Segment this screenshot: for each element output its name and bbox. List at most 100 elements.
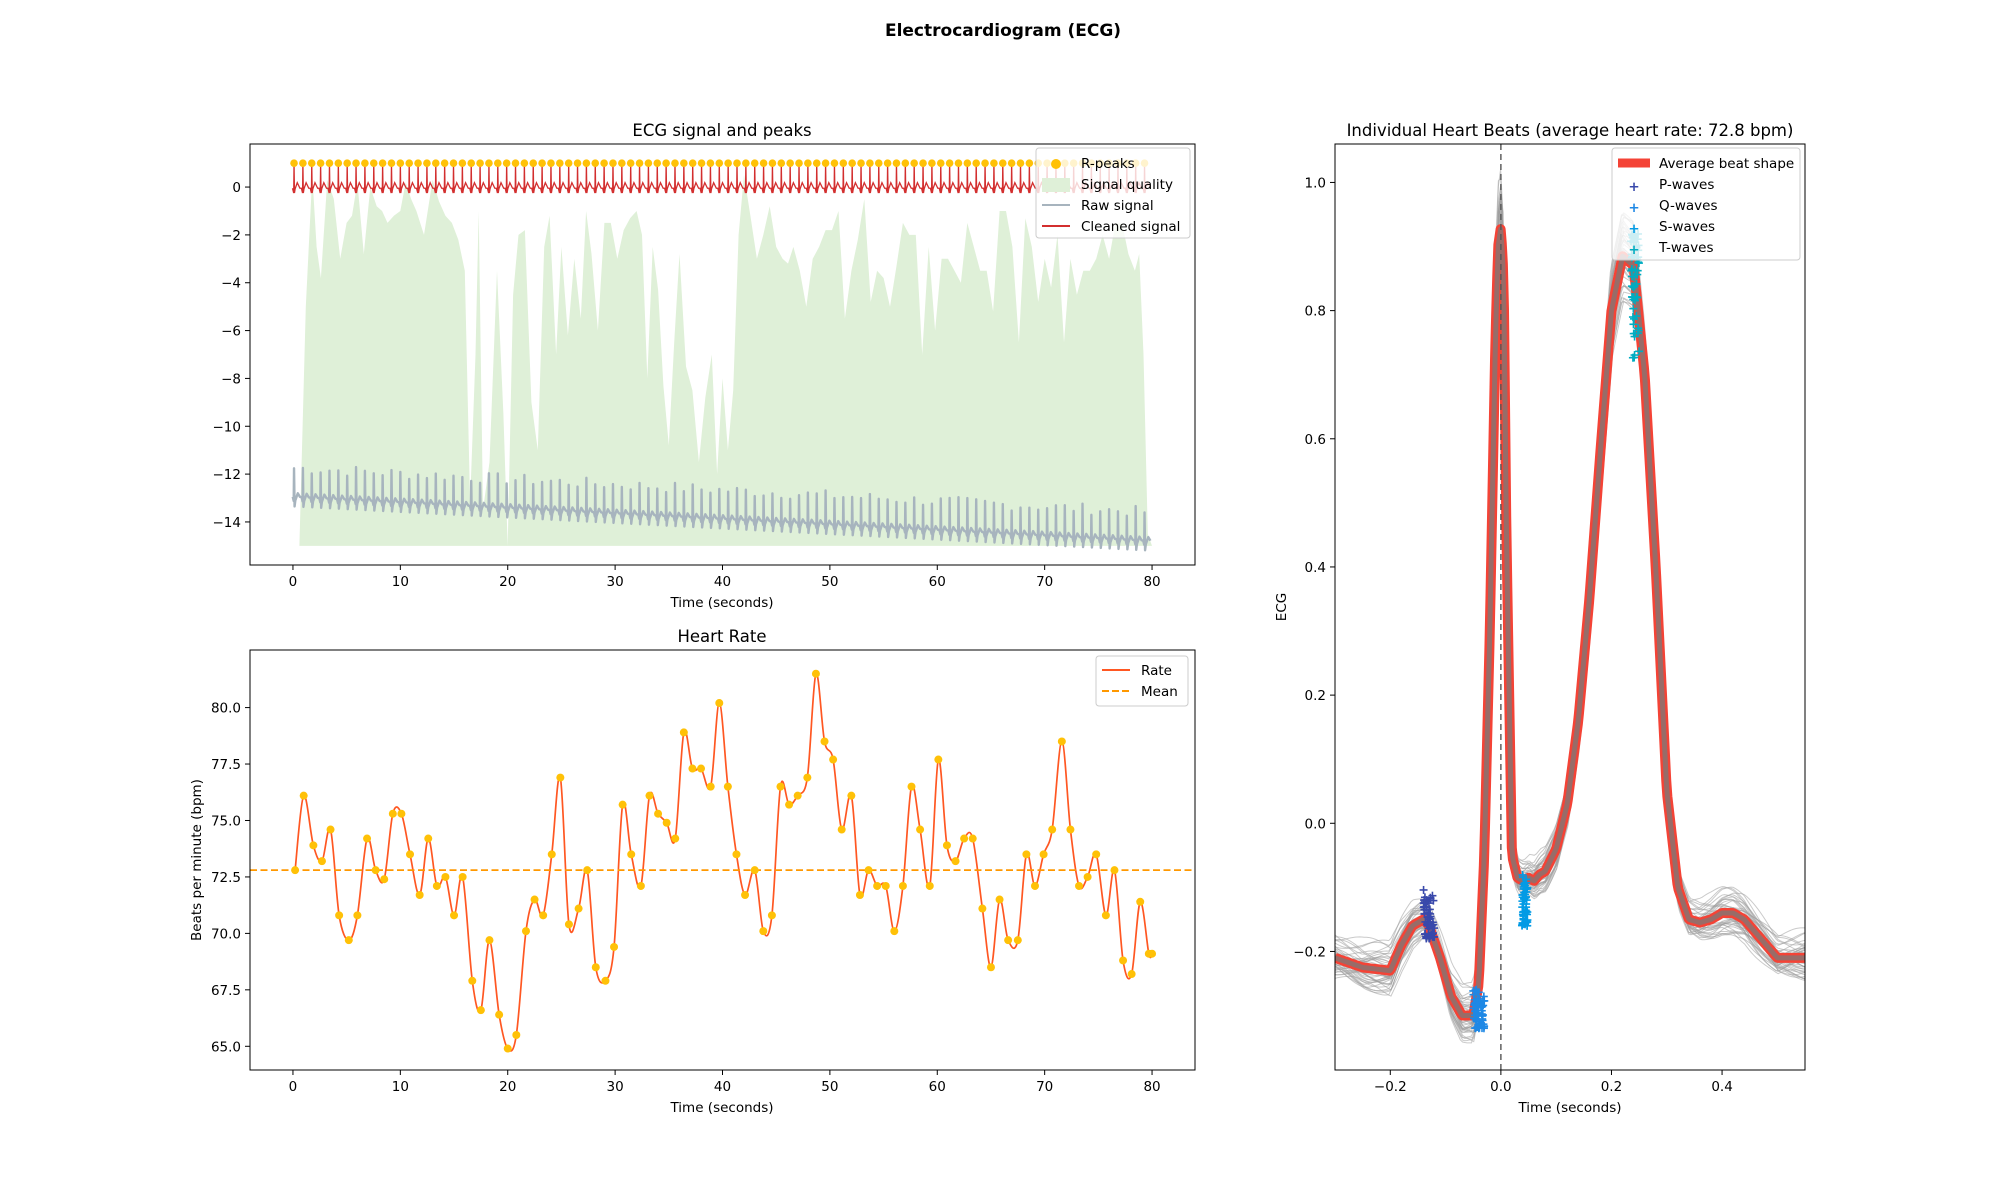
r-peak-marker: [697, 159, 706, 167]
heart-beats-ytick-label: 0.0: [1305, 816, 1326, 832]
r-peak-marker: [972, 159, 980, 167]
r-peak-marker: [485, 159, 493, 167]
r-peak-marker: [742, 159, 750, 167]
heart-beats-legend: Average beat shape + P-waves + Q-waves +…: [1611, 147, 1801, 261]
p-wave-marker: [1426, 894, 1435, 903]
r-peak-marker: [750, 159, 759, 167]
heart-rate-point: [934, 755, 943, 764]
r-peak-marker: [547, 159, 555, 167]
signal-quality-area: [292, 175, 1153, 546]
heart-rate-point: [723, 782, 732, 791]
t-wave-marker: [1630, 282, 1639, 291]
r-peak-marker: [582, 159, 591, 167]
individual-beat-line: [1335, 205, 1805, 1031]
q-wave-marker: [1469, 1004, 1478, 1013]
t-wave-marker: [1635, 347, 1644, 356]
ecg-signal-ytick-label: −10: [213, 419, 242, 435]
ecg-signal-xtick-label: 70: [1036, 574, 1053, 590]
legend-p-waves-label: P-waves: [1659, 177, 1714, 193]
heart-rate-point: [890, 927, 899, 936]
heart-rate-xlabel: Time (seconds): [669, 1100, 773, 1116]
heart-rate-ytick-label: 65.0: [211, 1039, 241, 1055]
r-peak-marker: [458, 159, 467, 167]
r-peak-marker: [449, 159, 458, 167]
legend-p-waves-marker-icon: +: [1628, 179, 1639, 195]
ecg-signal-xtick-label: 40: [714, 574, 731, 590]
r-peak-marker: [440, 159, 449, 167]
ecg-signal-xtick-label: 10: [392, 574, 409, 590]
individual-beat-line: [1335, 268, 1805, 1000]
legend-rate-label: Rate: [1141, 663, 1172, 679]
heart-rate-point: [837, 825, 846, 834]
heart-rate-point: [485, 936, 494, 945]
q-wave-marker: [1478, 996, 1487, 1005]
heart-rate-legend: Rate Mean: [1095, 655, 1189, 707]
r-peak-marker: [786, 159, 794, 167]
raw-signal-line: [291, 465, 1152, 552]
heart-rate-point: [450, 911, 459, 920]
heart-rate-point: [1136, 897, 1145, 906]
heart-rate-point: [995, 895, 1004, 904]
individual-beat-line: [1335, 241, 1805, 1023]
heart-rate-ytick-label: 75.0: [211, 813, 241, 829]
heart-rate-point: [1119, 956, 1128, 965]
heart-rate-xtick-label: 60: [929, 1079, 946, 1095]
heart-rate-point: [968, 834, 977, 843]
ecg-signal-xtick-label: 20: [499, 574, 516, 590]
heart-rate-point: [960, 834, 969, 843]
ecg-signal-ytick-label: −6: [221, 324, 241, 340]
r-peak-marker: [733, 159, 741, 167]
r-peak-marker: [405, 159, 414, 167]
r-peak-marker: [759, 159, 768, 167]
heart-rate-panel: 0 10 20 30 40 50 60 70 80 65.0 67.5 70.0 72.5 75.0 77.…: [189, 627, 1196, 1116]
ecg-signal-ytick-label: −8: [221, 371, 241, 387]
heart-rate-axes-frame: [249, 649, 1196, 1071]
r-peak-marker: [804, 159, 812, 167]
r-peak-marker: [688, 159, 697, 167]
ecg-signal-xtick-label: 0: [289, 574, 298, 590]
t-wave-marker: [1629, 304, 1638, 313]
heart-rate-point: [855, 891, 864, 899]
heart-rate-xtick-label: 0: [289, 1079, 298, 1095]
heart-rate-xtick-label: 10: [392, 1079, 409, 1095]
heart-rate-point: [697, 764, 706, 773]
heart-rate-point: [458, 872, 467, 881]
legend-rpeaks-swatch: [1051, 159, 1061, 169]
q-wave-marker: [1478, 1011, 1487, 1020]
heart-rate-point: [468, 976, 477, 985]
individual-beat-line: [1335, 216, 1805, 1006]
legend-cleaned-signal-label: Cleaned signal: [1081, 219, 1180, 235]
ecg-signal-title: ECG signal and peaks: [632, 121, 811, 140]
heart-rate-point: [547, 850, 556, 859]
ecg-signal-xtick-label: 80: [1143, 574, 1160, 590]
r-peak-marker: [476, 159, 484, 167]
r-peak-marker: [866, 159, 874, 167]
ecg-signal-ytick-label: −12: [213, 467, 242, 483]
s-wave-marker: [1519, 873, 1528, 882]
r-peak-marker: [883, 159, 892, 167]
individual-beat-line: [1335, 196, 1805, 1009]
individual-beat-line: [1335, 231, 1805, 1000]
heart-beats-ytick-label: 0.8: [1305, 304, 1326, 320]
r-peak-marker: [511, 159, 520, 167]
p-wave-marker: [1420, 896, 1429, 905]
heart-rate-point: [1127, 970, 1136, 979]
legend-signal-quality-label: Signal quality: [1081, 177, 1173, 193]
r-peak-marker: [706, 159, 715, 167]
r-peak-marker: [919, 159, 927, 167]
heart-rate-point: [591, 963, 600, 972]
r-peak-marker: [396, 159, 405, 167]
r-peak-marker: [830, 159, 839, 167]
s-wave-marker: [1519, 920, 1528, 929]
legend-s-waves-marker-icon: +: [1628, 221, 1639, 237]
individual-beat-line: [1335, 196, 1805, 1007]
t-wave-marker: [1627, 272, 1636, 281]
r-peak-marker: [334, 159, 343, 167]
r-peak-marker: [874, 159, 883, 167]
p-wave-marker: [1420, 909, 1429, 918]
ecg-signal-ytick-label: −2: [221, 228, 241, 244]
heart-rate-point: [706, 782, 715, 791]
heart-rate-point: [750, 866, 759, 875]
heart-rate-point: [881, 881, 890, 890]
